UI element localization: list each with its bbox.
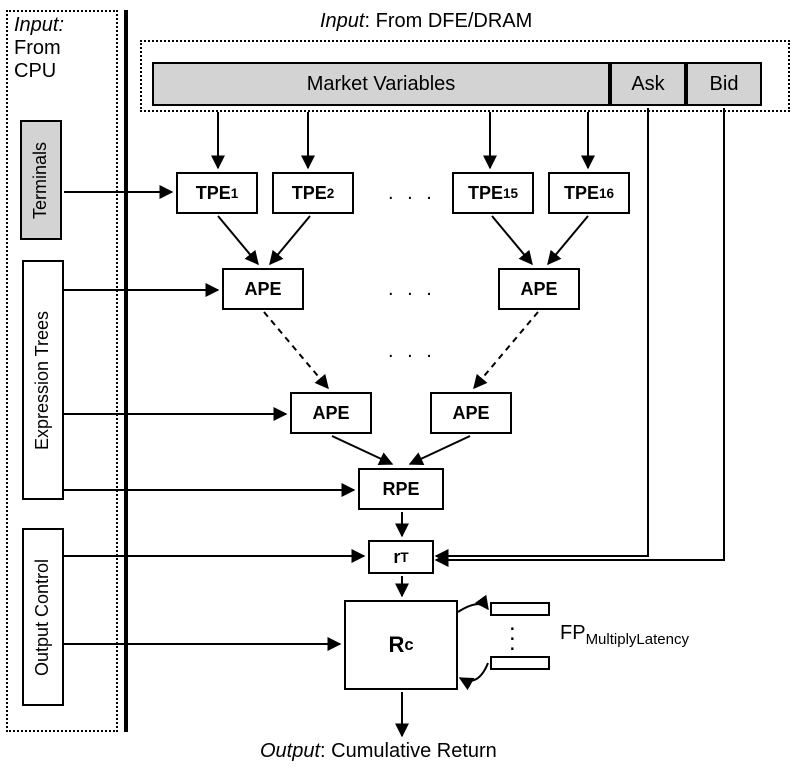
tpe-16: TPE16 <box>548 172 630 214</box>
ape-top-left: APE <box>222 268 304 310</box>
sidebar-expr-label: Expression Trees <box>33 310 54 449</box>
tpe-15: TPE15 <box>452 172 534 214</box>
sidebar-output-control: Output Control <box>22 528 64 706</box>
tpe-2-idx: 2 <box>327 186 335 201</box>
tpe-ellipsis: . . . <box>388 182 436 205</box>
tpe-2-label: TPE <box>292 183 327 204</box>
fifo-top <box>490 602 550 616</box>
tpe-2: TPE2 <box>272 172 354 214</box>
tpe-15-label: TPE <box>468 183 503 204</box>
ask-box: Ask <box>610 62 686 106</box>
rpe-box: RPE <box>358 468 444 510</box>
tpe-16-label: TPE <box>564 183 599 204</box>
sidebar-terminals-label: Terminals <box>31 141 52 218</box>
fifo-bot <box>490 656 550 670</box>
market-variables-box: Market Variables <box>152 62 610 106</box>
mid-ellipsis: . . . <box>388 340 436 363</box>
ape-bot-left: APE <box>290 392 372 434</box>
tpe-1-idx: 1 <box>231 186 239 201</box>
rc-sub: c <box>404 636 413 655</box>
rc-label: R <box>388 632 404 658</box>
fp-label: FPMultiplyLatency <box>560 622 689 648</box>
rc-box: Rc <box>344 600 458 690</box>
left-title-input: Input: <box>14 14 64 36</box>
fp-text: FP <box>560 622 586 644</box>
fp-sub: MultiplyLatency <box>586 631 689 648</box>
left-title-cpu: CPU <box>14 60 56 82</box>
ape1-ellipsis: . . . <box>388 278 436 301</box>
tpe-1-label: TPE <box>196 183 231 204</box>
rt-label: r <box>393 547 400 568</box>
rt-sub: T <box>400 550 408 565</box>
vertical-separator <box>124 10 128 732</box>
left-title-from: From <box>14 37 61 59</box>
bid-box: Bid <box>686 62 762 106</box>
sidebar-output-label: Output Control <box>33 558 54 675</box>
tpe-1: TPE1 <box>176 172 258 214</box>
sidebar-expression-trees: Expression Trees <box>22 260 64 500</box>
top-title: Input: From DFE/DRAM <box>320 10 532 33</box>
rt-box: rT <box>368 540 434 574</box>
output-label: Output: Cumulative Return <box>260 740 497 763</box>
sidebar-terminals: Terminals <box>20 120 62 240</box>
ape-bot-right: APE <box>430 392 512 434</box>
output-italic: Output <box>260 740 320 762</box>
left-title: Input: From CPU <box>14 14 64 83</box>
top-title-italic: Input <box>320 10 364 32</box>
ape-top-right: APE <box>498 268 580 310</box>
diagram-root: Input: From CPU Input: From DFE/DRAM Mar… <box>0 0 799 776</box>
tpe-15-idx: 15 <box>503 186 518 201</box>
fifo-vdots: ... <box>509 618 516 648</box>
tpe-16-idx: 16 <box>599 186 614 201</box>
